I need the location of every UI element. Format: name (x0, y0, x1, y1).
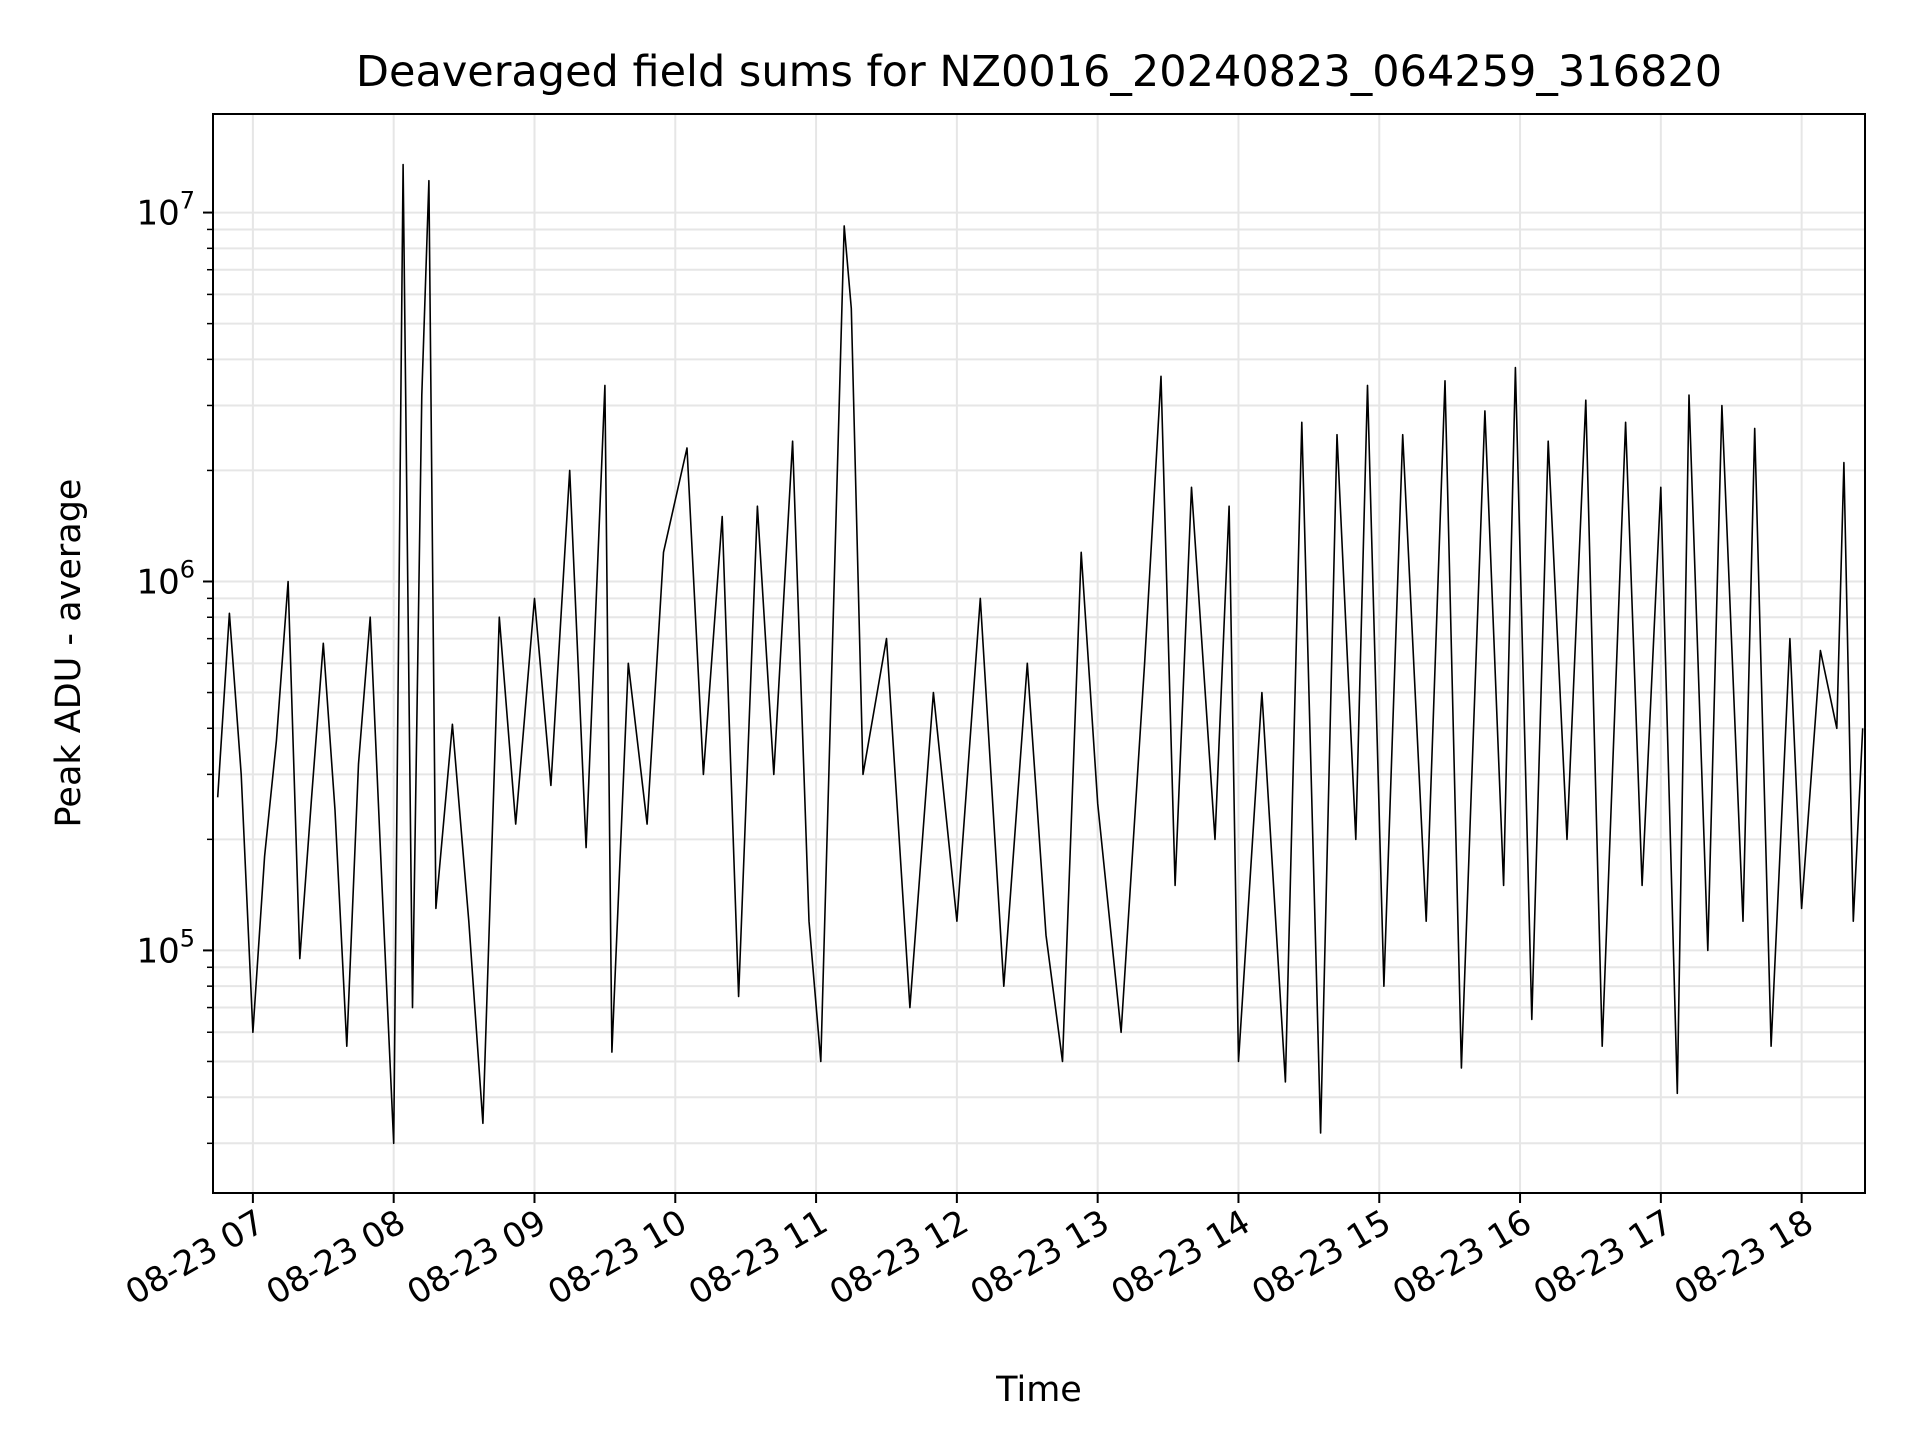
y-axis-label: Peak ADU - average (49, 479, 89, 828)
grid-layer (213, 114, 1865, 1193)
series-line (216, 163, 1864, 1145)
y-tick-label: 105 (136, 924, 195, 971)
x-axis-label: Time (995, 1370, 1082, 1410)
y-axis: 105 106 107 (136, 187, 213, 1145)
y-tick-label: 107 (136, 187, 195, 234)
y-tick-label: 106 (136, 555, 195, 602)
series-layer (216, 163, 1864, 1145)
plot-frame (212, 113, 1866, 1194)
chart-title: Deaveraged field sums for NZ0016_2024082… (356, 47, 1722, 97)
